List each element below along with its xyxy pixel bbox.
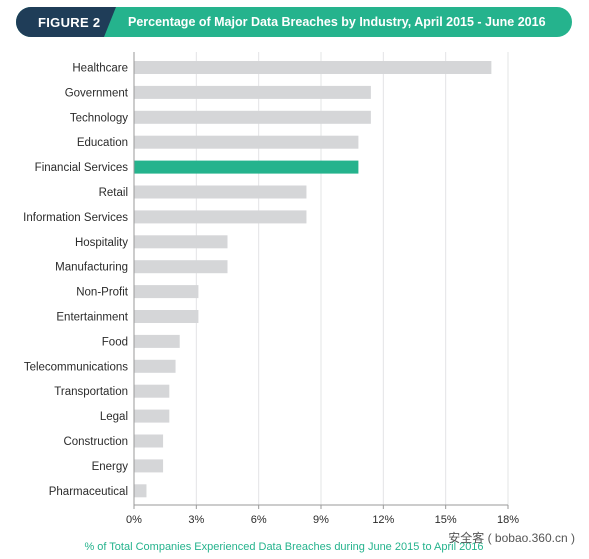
bar-pharmaceutical — [134, 484, 147, 498]
x-axis-label: % of Total Companies Experienced Data Br… — [84, 541, 484, 553]
bar-education — [134, 135, 359, 149]
x-tick-label: 18% — [497, 514, 519, 526]
category-label: Energy — [92, 461, 129, 473]
category-label: Non-Profit — [76, 287, 129, 299]
figure-label: FIGURE 2 — [38, 15, 101, 30]
category-label: Entertainment — [56, 312, 128, 324]
category-label: Transportation — [54, 386, 128, 398]
category-label: Legal — [100, 411, 128, 423]
bar-telecommunications — [134, 359, 176, 373]
category-label: Construction — [63, 436, 128, 448]
x-tick-label: 9% — [313, 514, 329, 526]
bar-technology — [134, 110, 371, 124]
watermark-text: 安全客 ( bobao.360.cn ) — [448, 531, 575, 545]
bar-financial-services — [134, 160, 359, 174]
bar-hospitality — [134, 235, 228, 249]
chart-title: Percentage of Major Data Breaches by Ind… — [128, 15, 546, 29]
category-label: Education — [77, 137, 128, 149]
bar-healthcare — [134, 61, 492, 74]
category-label: Retail — [99, 187, 128, 199]
category-label: Pharmaceutical — [49, 486, 128, 498]
category-label: Manufacturing — [55, 262, 128, 274]
bar-manufacturing — [134, 260, 228, 274]
bar-retail — [134, 185, 307, 199]
category-label: Information Services — [23, 212, 128, 224]
bar-non-profit — [134, 285, 199, 299]
category-label: Financial Services — [35, 162, 129, 174]
figure-tag — [16, 7, 116, 37]
bar-food — [134, 334, 180, 348]
bar-construction — [134, 434, 164, 448]
category-label: Healthcare — [72, 63, 128, 75]
figure-header: FIGURE 2 Percentage of Major Data Breach… — [16, 7, 572, 37]
category-label: Hospitality — [75, 237, 128, 249]
category-label: Food — [102, 336, 128, 348]
x-tick-label: 12% — [372, 514, 394, 526]
x-tick-label: 0% — [126, 514, 142, 526]
bar-entertainment — [134, 310, 199, 323]
bar-government — [134, 85, 371, 99]
x-tick-label: 3% — [188, 514, 204, 526]
category-label: Telecommunications — [24, 361, 128, 373]
bar-legal — [134, 409, 170, 423]
bar-information-services — [134, 210, 307, 224]
x-tick-label: 6% — [251, 514, 267, 526]
bar-energy — [134, 459, 164, 473]
bar-transportation — [134, 384, 170, 398]
x-tick-label: 15% — [435, 514, 457, 526]
category-label: Government — [65, 87, 129, 99]
category-label: Technology — [70, 112, 128, 124]
